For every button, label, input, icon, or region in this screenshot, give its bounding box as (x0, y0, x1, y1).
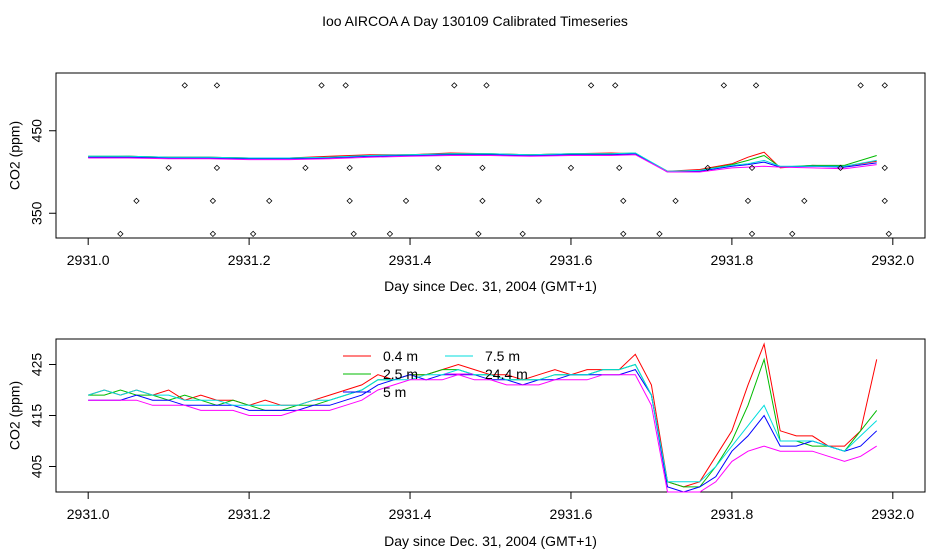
data-marker (209, 197, 217, 205)
data-marker (479, 197, 486, 205)
data-marker (181, 82, 188, 89)
y-tick-label: 405 (29, 455, 45, 479)
data-marker (209, 230, 217, 238)
x-axis-label: Day since Dec. 31, 2004 (GMT+1) (384, 278, 597, 294)
data-marker (165, 164, 172, 172)
data-marker (519, 230, 526, 238)
data-marker (881, 197, 888, 205)
data-marker (837, 164, 844, 172)
data-marker (881, 82, 888, 89)
x-tick-label: 2932.0 (871, 252, 914, 268)
data-marker (567, 164, 575, 172)
x-tick-label: 2931.6 (550, 252, 593, 268)
data-marker (620, 197, 627, 205)
x-axis-label: Day since Dec. 31, 2004 (GMT+1) (384, 533, 597, 549)
data-marker (885, 230, 892, 238)
x-tick-label: 2931.4 (389, 506, 432, 522)
data-marker (748, 230, 756, 238)
data-marker (342, 82, 349, 89)
data-marker (346, 197, 353, 205)
data-marker (475, 230, 482, 238)
data-marker (752, 82, 760, 89)
data-marker (479, 164, 486, 172)
data-marker (213, 164, 221, 172)
data-marker (789, 230, 796, 238)
y-axis-label: CO2 (ppm) (7, 121, 23, 190)
series-line-7-5-m (88, 363, 878, 483)
data-marker (213, 82, 221, 89)
data-marker (672, 197, 679, 205)
legend-label: 0.4 m (383, 348, 418, 364)
data-marker (483, 82, 490, 89)
series-line-24-4-m (88, 374, 877, 493)
y-tick-label: 450 (29, 119, 45, 143)
y-tick-label: 415 (29, 404, 45, 428)
data-marker (881, 164, 888, 172)
series-line-5-m (88, 369, 878, 493)
series-line-24-4-m (88, 154, 877, 173)
data-marker (587, 82, 595, 89)
data-marker (857, 82, 864, 89)
series-line-7-5-m (88, 152, 877, 172)
data-marker (117, 230, 124, 238)
data-marker (350, 230, 357, 238)
data-marker (801, 197, 808, 205)
data-marker (704, 164, 711, 172)
data-marker (720, 82, 728, 89)
legend-label: 5 m (383, 384, 406, 400)
legend-label: 24.4 m (485, 366, 528, 382)
data-marker (535, 197, 542, 205)
x-tick-label: 2931.0 (67, 506, 110, 522)
x-tick-label: 2931.6 (550, 506, 593, 522)
y-tick-label: 350 (29, 201, 45, 225)
data-marker (133, 197, 140, 205)
data-marker (386, 230, 394, 238)
x-tick-label: 2931.8 (710, 252, 753, 268)
series-line-5-m (88, 153, 877, 173)
data-marker (402, 197, 410, 205)
legend-label: 2.5 m (383, 366, 418, 382)
series-line-0-4-m (88, 342, 878, 488)
data-marker (656, 230, 663, 238)
data-marker (302, 164, 309, 172)
chart-title: Ioo AIRCOA A Day 130109 Calibrated Times… (322, 13, 628, 29)
panel-top: 2931.0 2931.2 2931.4 2931.6 2931.8 2932.0 350 4… (7, 72, 926, 294)
data-marker (435, 164, 442, 172)
data-marker (346, 164, 353, 172)
data-marker (266, 197, 273, 205)
data-marker (748, 164, 756, 172)
x-tick-label: 2931.8 (710, 506, 753, 522)
data-marker (616, 164, 623, 172)
x-tick-label: 2931.0 (67, 252, 110, 268)
y-axis-label: CO2 (ppm) (7, 381, 23, 450)
panel-bottom: 2931.0 2931.2 2931.4 2931.6 2931.8 2932.0 405 4… (7, 338, 926, 549)
data-marker (451, 82, 458, 89)
data-marker (318, 82, 325, 89)
data-marker (620, 230, 627, 238)
data-marker (249, 230, 257, 238)
data-marker (612, 82, 619, 89)
y-tick-label: 425 (29, 353, 45, 377)
x-tick-label: 2931.2 (228, 252, 271, 268)
x-tick-label: 2931.4 (389, 252, 432, 268)
data-marker (744, 197, 752, 205)
x-tick-label: 2932.0 (871, 506, 914, 522)
legend-label: 7.5 m (485, 348, 520, 364)
x-tick-label: 2931.2 (228, 506, 271, 522)
